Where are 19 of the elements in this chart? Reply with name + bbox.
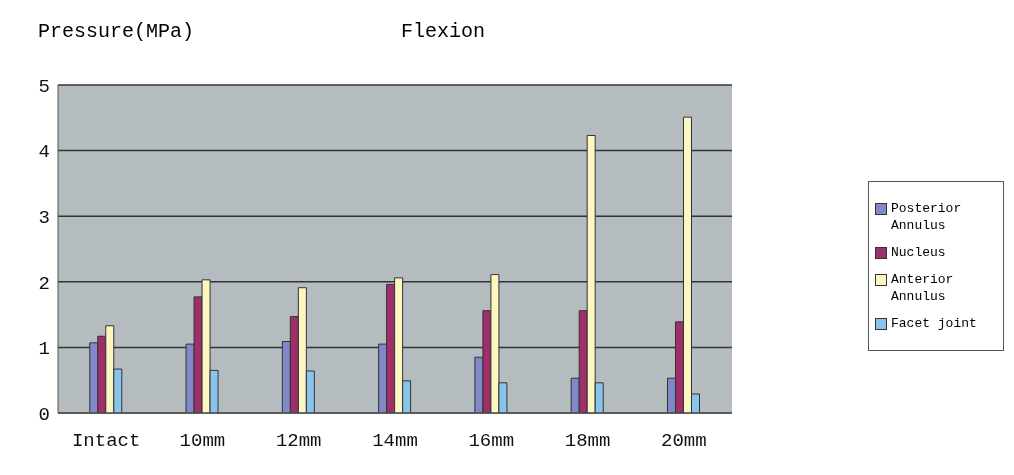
chart-title: Flexion	[400, 20, 485, 43]
x-tick-label: Intact	[71, 430, 141, 453]
y-tick-label: 0	[38, 403, 50, 426]
y-tick-label: 5	[38, 75, 50, 98]
y-tick-label: 2	[38, 272, 50, 295]
legend-label: Facet joint	[891, 314, 977, 332]
y-axis-title: Pressure(MPa)	[38, 20, 195, 43]
x-tick-label: 16mm	[468, 430, 515, 453]
x-tick-label: 14mm	[372, 430, 418, 453]
x-tick-label: 20mm	[661, 430, 707, 453]
legend-label: Anterior Annulus	[891, 270, 955, 305]
y-tick-label: 4	[38, 141, 50, 164]
legend-label: Posterior Annulus	[891, 199, 963, 234]
x-tick-label: 18mm	[564, 430, 611, 453]
legend-label: Nucleus	[891, 243, 946, 261]
x-tick-label: 10mm	[179, 430, 226, 453]
x-tick-label: 12mm	[275, 430, 322, 453]
y-tick-label: 3	[38, 206, 50, 229]
y-tick-label: 1	[38, 338, 50, 361]
